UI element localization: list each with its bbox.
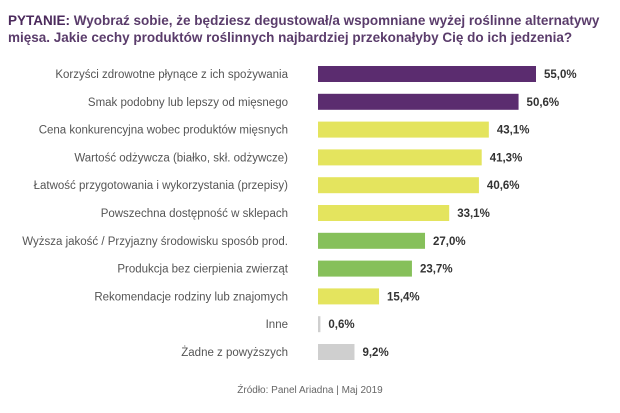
bar bbox=[318, 66, 536, 82]
category-label: Smak podobny lub lepszy od mięsnego bbox=[88, 97, 288, 109]
value-label: 33,1% bbox=[457, 208, 490, 220]
value-label: 27,0% bbox=[433, 236, 466, 248]
bar bbox=[318, 121, 489, 138]
value-label: 41,3% bbox=[490, 152, 523, 164]
category-label: Wartość odżywcza (białko, skł. odżywcze) bbox=[74, 152, 288, 164]
bar bbox=[318, 177, 479, 194]
source-note: Źródło: Panel Ariadna | Maj 2019 bbox=[237, 385, 383, 396]
bar bbox=[318, 232, 426, 249]
question-body: Wyobraź sobie, że będziesz degustował/a … bbox=[8, 13, 600, 45]
bar bbox=[318, 344, 355, 360]
value-label: 0,6% bbox=[328, 319, 354, 331]
bar bbox=[318, 288, 380, 305]
category-label: Wyższa jakość / Przyjazny środowisku spo… bbox=[22, 236, 288, 248]
category-label: Inne bbox=[266, 319, 288, 331]
value-label: 50,6% bbox=[527, 97, 560, 109]
value-label: 40,6% bbox=[487, 180, 520, 192]
category-label: Powszechna dostępność w sklepach bbox=[101, 208, 288, 220]
category-label: Produkcja bez cierpienia zwierząt bbox=[117, 264, 288, 276]
category-label: Łatwość przygotowania i wykorzystania (p… bbox=[34, 180, 289, 192]
bar bbox=[318, 205, 450, 221]
bar bbox=[318, 149, 482, 166]
value-label: 23,7% bbox=[420, 264, 453, 276]
category-label: Cena konkurencyjna wobec produktów mięsn… bbox=[39, 125, 288, 137]
question-text: PYTANIE: Wyobraź sobie, że będziesz degu… bbox=[8, 12, 608, 46]
value-label: 55,0% bbox=[544, 69, 577, 81]
bar bbox=[318, 316, 321, 333]
category-label: Korzyści zdrowotne płynące z ich spożywa… bbox=[55, 69, 288, 81]
category-label: Żadne z powyższych bbox=[181, 346, 288, 359]
question-lead: PYTANIE: bbox=[8, 13, 71, 28]
category-label: Rekomendacje rodziny lub znajomych bbox=[94, 291, 288, 303]
value-label: 43,1% bbox=[497, 125, 530, 137]
value-label: 15,4% bbox=[387, 291, 420, 303]
value-label: 9,2% bbox=[362, 347, 388, 359]
bar bbox=[318, 93, 519, 110]
bar bbox=[318, 260, 412, 277]
